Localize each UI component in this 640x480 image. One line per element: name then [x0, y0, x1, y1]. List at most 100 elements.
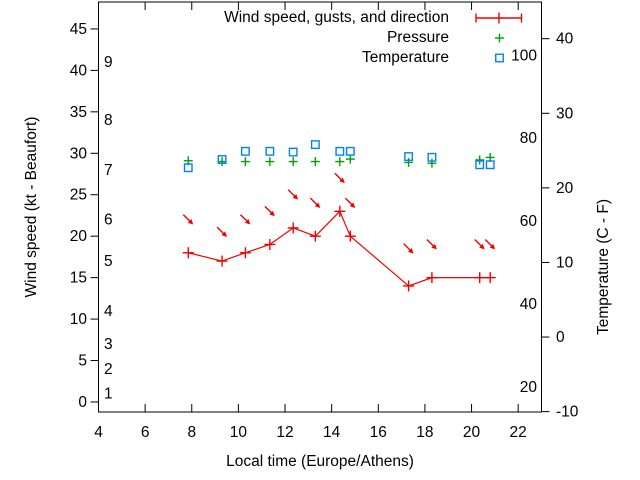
x-tick-label: 6	[141, 424, 150, 441]
temperature-point	[240, 146, 250, 156]
pressure-point	[427, 158, 437, 168]
temperature-point	[288, 147, 298, 157]
wind-speed-point	[287, 222, 299, 234]
wind-gust-arrow	[182, 214, 194, 225]
wind-speed-point	[484, 272, 496, 284]
c-tick-label: -10	[556, 404, 579, 421]
temperature-point	[427, 152, 437, 162]
temperature-point	[345, 146, 355, 156]
wind-gust-arrow	[484, 239, 496, 250]
c-tick-label: 40	[556, 31, 574, 48]
c-tick-label: 10	[556, 254, 574, 271]
pressure-point	[288, 157, 298, 167]
pressure-point	[475, 155, 485, 165]
wind-speed-point	[239, 247, 251, 259]
beaufort-label: 6	[104, 212, 113, 229]
beaufort-label: 8	[104, 112, 113, 129]
kt-tick-label: 25	[70, 187, 87, 204]
wind-gust-arrow	[287, 189, 299, 200]
wind-gust-arrow	[216, 226, 228, 237]
temperature-point	[335, 146, 345, 156]
wind-speed-point	[334, 205, 346, 217]
pressure-point	[240, 157, 250, 167]
legend-markers	[475, 12, 523, 63]
pressure-point	[217, 157, 227, 167]
kt-tick-label: 30	[70, 145, 88, 162]
temperature-point	[404, 152, 414, 161]
pressure-point	[404, 157, 414, 167]
f-tick-label: 40	[520, 296, 538, 313]
x-tick-label: 18	[416, 424, 433, 441]
temperature-point	[217, 155, 227, 164]
x-tick-label: 8	[187, 424, 196, 441]
x-tick-label: 4	[94, 424, 103, 441]
c-tick-label: 30	[556, 105, 574, 122]
wind-gust-arrow	[426, 239, 437, 250]
wind-speed-point	[426, 272, 438, 284]
pressure-point	[335, 157, 345, 167]
temperature-point	[310, 140, 320, 150]
x-tick-label: 10	[230, 424, 248, 441]
wind-gust-arrow	[403, 243, 414, 254]
beaufort-label: 5	[104, 253, 113, 270]
temperature-point	[265, 146, 275, 156]
kt-tick-label: 40	[70, 62, 88, 79]
beaufort-label: 2	[104, 361, 113, 378]
legend-label-wind: Wind speed, gusts, and direction	[224, 9, 449, 26]
y-axis-label-right: Temperature (C - F)	[595, 198, 612, 336]
wind-speed-series	[182, 205, 496, 292]
kt-tick-label: 0	[78, 394, 87, 411]
kt-tick-label: 15	[70, 270, 87, 287]
beaufort-label: 3	[104, 336, 113, 353]
x-tick-label: 12	[276, 424, 293, 441]
pressure-point	[265, 157, 275, 167]
temperature-point	[475, 160, 485, 170]
wind-gust-arrow	[264, 205, 275, 217]
legend-label-temperature: Temperature	[361, 49, 449, 66]
y-axis-label-left: Wind speed (kt - Beaufort)	[23, 116, 40, 298]
wind-gust-arrow	[309, 197, 321, 208]
beaufort-label: 1	[104, 386, 113, 403]
kt-tick-label: 20	[70, 228, 88, 245]
x-tick-label: 16	[370, 424, 387, 441]
kt-tick-label: 10	[70, 311, 88, 328]
legend-label-pressure: Pressure	[386, 29, 449, 46]
c-tick-label: 0	[556, 329, 565, 346]
wind-speed-point	[216, 255, 228, 267]
wind-gust-arrow	[239, 214, 251, 225]
f-tick-label: 80	[520, 130, 538, 147]
pressure-series	[183, 152, 495, 168]
beaufort-label: 9	[104, 54, 113, 71]
temperature-point	[485, 160, 495, 170]
pressure-point	[345, 154, 355, 164]
f-tick-label: 20	[520, 379, 538, 396]
f-tick-label: 60	[520, 213, 538, 230]
kt-tick-label: 5	[78, 353, 87, 370]
x-tick-label: 20	[463, 424, 481, 441]
wind-gust-arrow	[334, 172, 345, 184]
temperature-series	[183, 140, 495, 173]
wind-gust-arrow	[474, 239, 485, 250]
plot-border	[98, 1, 542, 413]
beaufort-label: 4	[104, 303, 113, 320]
kt-tick-label: 45	[70, 21, 87, 38]
x-tick-label: 14	[323, 424, 341, 441]
legend-pressure-plus-icon	[495, 33, 504, 43]
c-tick-label: 20	[556, 180, 574, 197]
f-tick-label: 100	[511, 47, 537, 64]
x-tick-label: 22	[510, 424, 527, 441]
legend-temperature-square-icon	[495, 53, 504, 63]
kt-tick-label: 35	[70, 104, 87, 121]
wind-speed-point	[403, 280, 415, 292]
beaufort-label: 7	[104, 162, 113, 179]
wind-speed-point	[264, 238, 276, 250]
pressure-point	[310, 157, 320, 167]
wind-speed-point	[309, 230, 321, 242]
wind-speed-point	[182, 247, 194, 259]
wind-speed-point	[344, 230, 356, 242]
wind-gust-arrow	[344, 197, 356, 208]
wind-speed-point	[474, 272, 486, 284]
temperature-point	[183, 163, 193, 173]
